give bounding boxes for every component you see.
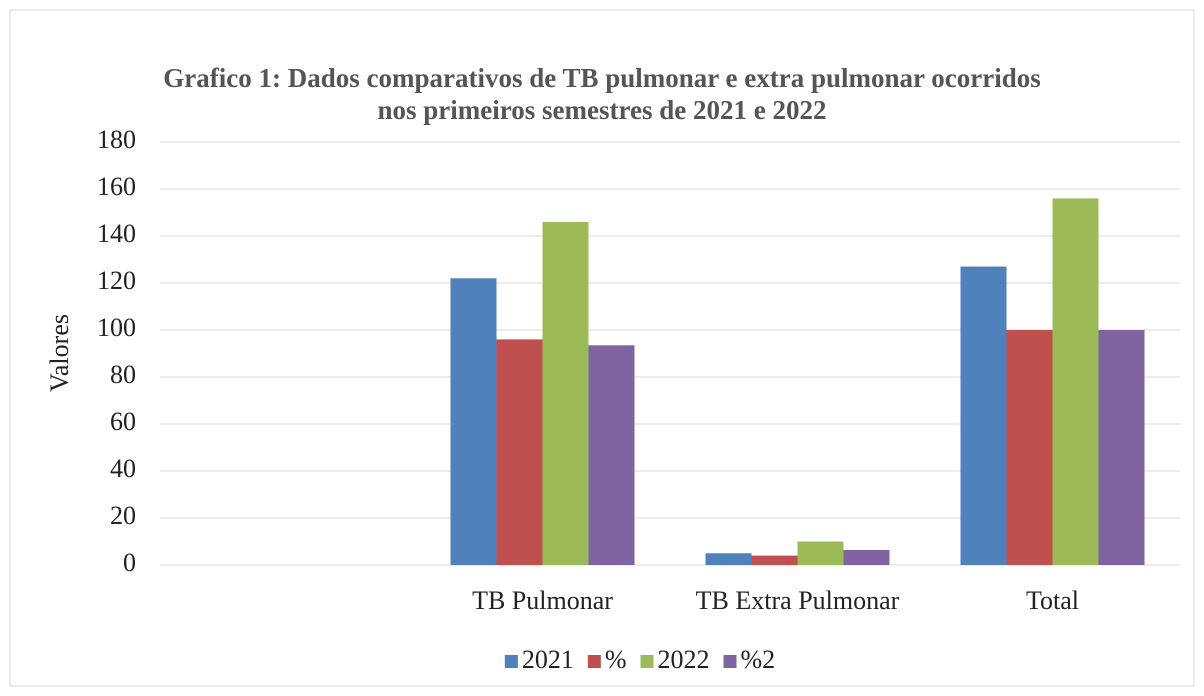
x-tick-label: Total xyxy=(1026,586,1079,615)
y-tick-label: 40 xyxy=(110,454,136,483)
y-axis-label: Valores xyxy=(45,314,74,392)
y-tick-label: 180 xyxy=(97,125,136,154)
legend-label: %2 xyxy=(741,645,776,674)
y-tick-label: 120 xyxy=(97,266,136,295)
legend-swatch xyxy=(587,655,601,668)
x-tick-label: TB Pulmonar xyxy=(472,586,613,615)
y-tick-label: 80 xyxy=(110,360,136,389)
x-tick-label: TB Extra Pulmonar xyxy=(696,586,900,615)
y-tick-label: 100 xyxy=(97,313,136,342)
y-tick-label: 20 xyxy=(110,501,136,530)
bar xyxy=(1006,330,1053,565)
bar xyxy=(496,339,543,565)
legend-swatch xyxy=(640,655,654,668)
bar xyxy=(588,345,635,565)
y-tick-label: 160 xyxy=(97,172,136,201)
bar xyxy=(960,266,1007,565)
bar xyxy=(751,555,798,565)
bar xyxy=(797,541,844,565)
legend-item: %2 xyxy=(723,645,776,674)
legend-item: 2021 xyxy=(504,645,574,674)
y-tick-label: 60 xyxy=(110,407,136,436)
bar xyxy=(843,549,890,565)
legend-swatch xyxy=(504,655,518,668)
chart-title: Grafico 1: Dados comparativos de TB pulm… xyxy=(163,63,1041,125)
legend-label: 2022 xyxy=(658,645,710,674)
y-tick-label: 140 xyxy=(97,219,136,248)
legend-swatch xyxy=(723,655,737,668)
y-tick-label: 0 xyxy=(123,548,136,577)
chart-border xyxy=(9,9,1195,687)
bar xyxy=(542,221,589,565)
legend-item: 2022 xyxy=(640,645,710,674)
bar xyxy=(705,553,752,565)
bar xyxy=(1098,330,1145,565)
legend-label: % xyxy=(605,645,627,674)
legend-item: % xyxy=(587,645,627,674)
bar xyxy=(1052,198,1099,565)
legend-label: 2021 xyxy=(522,645,574,674)
bar xyxy=(450,278,497,565)
